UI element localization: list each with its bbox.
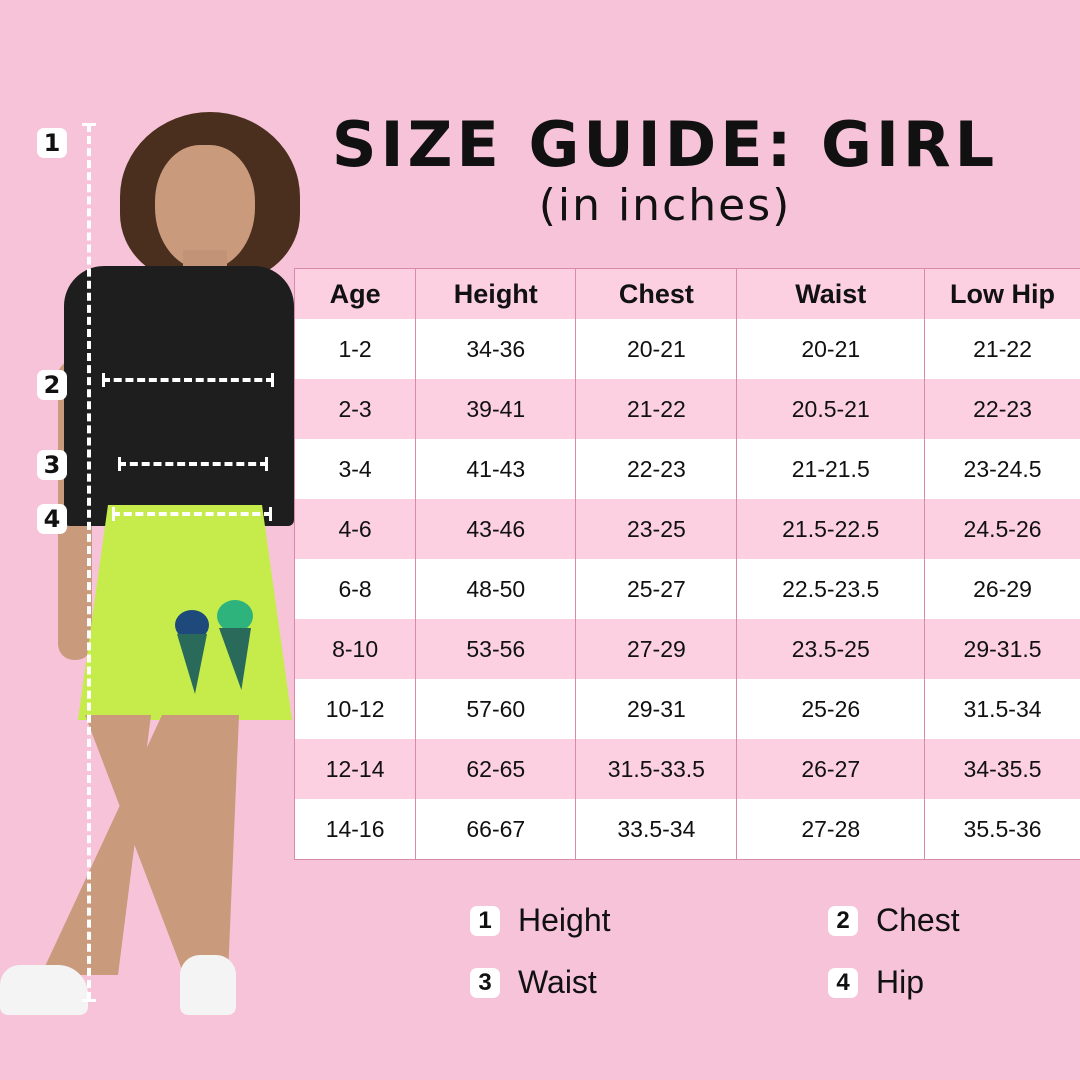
- waist-measure-line: [118, 457, 268, 471]
- table-cell: 22.5-23.5: [736, 559, 925, 619]
- table-cell: 27-29: [575, 619, 737, 679]
- column-header: Waist: [736, 268, 925, 319]
- table-cell: 27-28: [736, 799, 925, 860]
- table-cell: 3-4: [293, 439, 416, 499]
- table-cell: 24.5-26: [924, 499, 1080, 559]
- marker-3: 3: [37, 450, 67, 480]
- marker-2: 2: [37, 370, 67, 400]
- height-line-bottom-cap: [82, 999, 96, 1002]
- table-cell: 20-21: [736, 319, 925, 379]
- table-cell: 1-2: [293, 319, 416, 379]
- legend-badge: 4: [828, 967, 858, 998]
- table-row: 12-14 62-65 31.5-33.5 26-27 34-35.5: [293, 739, 1080, 799]
- legend-chest: 2 Chest: [828, 902, 960, 939]
- table-cell: 26-29: [924, 559, 1080, 619]
- chest-measure-line: [102, 373, 274, 387]
- table-cell: 10-12: [293, 679, 416, 739]
- table-cell: 20-21: [575, 319, 737, 379]
- right-shoe: [180, 955, 236, 1015]
- table-cell: 26-27: [736, 739, 925, 799]
- table-cell: 57-60: [415, 679, 576, 739]
- table-cell: 21-21.5: [736, 439, 925, 499]
- table-row: 14-16 66-67 33.5-34 27-28 35.5-36: [293, 799, 1080, 860]
- legend-label: Hip: [876, 964, 925, 1000]
- table-cell: 53-56: [415, 619, 576, 679]
- legend-waist: 3 Waist: [470, 964, 597, 1001]
- table-cell: 33.5-34: [575, 799, 737, 860]
- table-cell: 8-10: [293, 619, 416, 679]
- table-cell: 66-67: [415, 799, 576, 860]
- table-cell: 25-27: [575, 559, 737, 619]
- column-header: Low Hip: [924, 268, 1080, 319]
- column-header: Height: [415, 268, 576, 319]
- table-cell: 34-35.5: [924, 739, 1080, 799]
- table-cell: 20.5-21: [736, 379, 925, 439]
- legend-label: Height: [518, 902, 611, 938]
- table-row: 4-6 43-46 23-25 21.5-22.5 24.5-26: [293, 499, 1080, 559]
- table-cell: 21-22: [575, 379, 737, 439]
- ice-cream-print: [175, 600, 275, 700]
- page-subtitle: (in inches): [538, 180, 792, 231]
- legs: [41, 715, 239, 975]
- table-header-row: Age Height Chest Waist Low Hip: [293, 268, 1080, 319]
- size-table: Age Height Chest Waist Low Hip 1-2 34-36 20-21…: [293, 268, 1080, 860]
- table-cell: 31.5-34: [924, 679, 1080, 739]
- table-cell: 39-41: [415, 379, 576, 439]
- table-cell: 31.5-33.5: [575, 739, 737, 799]
- legend-label: Waist: [518, 964, 597, 1000]
- marker-4: 4: [37, 504, 67, 534]
- table-row: 8-10 53-56 27-29 23.5-25 29-31.5: [293, 619, 1080, 679]
- table-cell: 48-50: [415, 559, 576, 619]
- table-cell: 34-36: [415, 319, 576, 379]
- table-cell: 2-3: [293, 379, 416, 439]
- column-header: Chest: [575, 268, 737, 319]
- table-cell: 35.5-36: [924, 799, 1080, 860]
- height-line-top-cap: [82, 123, 96, 126]
- table-cell: 62-65: [415, 739, 576, 799]
- table-cell: 23-24.5: [924, 439, 1080, 499]
- table-row: 6-8 48-50 25-27 22.5-23.5 26-29: [293, 559, 1080, 619]
- legend-badge: 2: [828, 905, 858, 936]
- hip-measure-line: [112, 507, 272, 521]
- legend-badge: 3: [470, 967, 500, 998]
- table-row: 10-12 57-60 29-31 25-26 31.5-34: [293, 679, 1080, 739]
- legend-hip: 4 Hip: [828, 964, 924, 1001]
- page-title: SIZE GUIDE: GIRL: [331, 108, 999, 181]
- column-header: Age: [293, 268, 416, 319]
- table-cell: 21-22: [924, 319, 1080, 379]
- table-cell: 6-8: [293, 559, 416, 619]
- table-cell: 12-14: [293, 739, 416, 799]
- shirt: [64, 266, 294, 526]
- table-cell: 29-31: [575, 679, 737, 739]
- marker-1: 1: [37, 128, 67, 158]
- legend-height: 1 Height: [470, 902, 611, 939]
- table-row: 3-4 41-43 22-23 21-21.5 23-24.5: [293, 439, 1080, 499]
- table-cell: 25-26: [736, 679, 925, 739]
- table-row: 2-3 39-41 21-22 20.5-21 22-23: [293, 379, 1080, 439]
- legend-label: Chest: [876, 902, 960, 938]
- table-cell: 22-23: [575, 439, 737, 499]
- table-cell: 41-43: [415, 439, 576, 499]
- table-cell: 23.5-25: [736, 619, 925, 679]
- legend-badge: 1: [470, 905, 500, 936]
- table-cell: 22-23: [924, 379, 1080, 439]
- table-cell: 43-46: [415, 499, 576, 559]
- height-measure-line: [87, 124, 91, 1000]
- table-cell: 23-25: [575, 499, 737, 559]
- table-cell: 29-31.5: [924, 619, 1080, 679]
- table-row: 1-2 34-36 20-21 20-21 21-22: [293, 319, 1080, 379]
- left-shoe: [0, 965, 88, 1015]
- table-cell: 4-6: [293, 499, 416, 559]
- table-cell: 14-16: [293, 799, 416, 860]
- table-cell: 21.5-22.5: [736, 499, 925, 559]
- face: [155, 145, 255, 270]
